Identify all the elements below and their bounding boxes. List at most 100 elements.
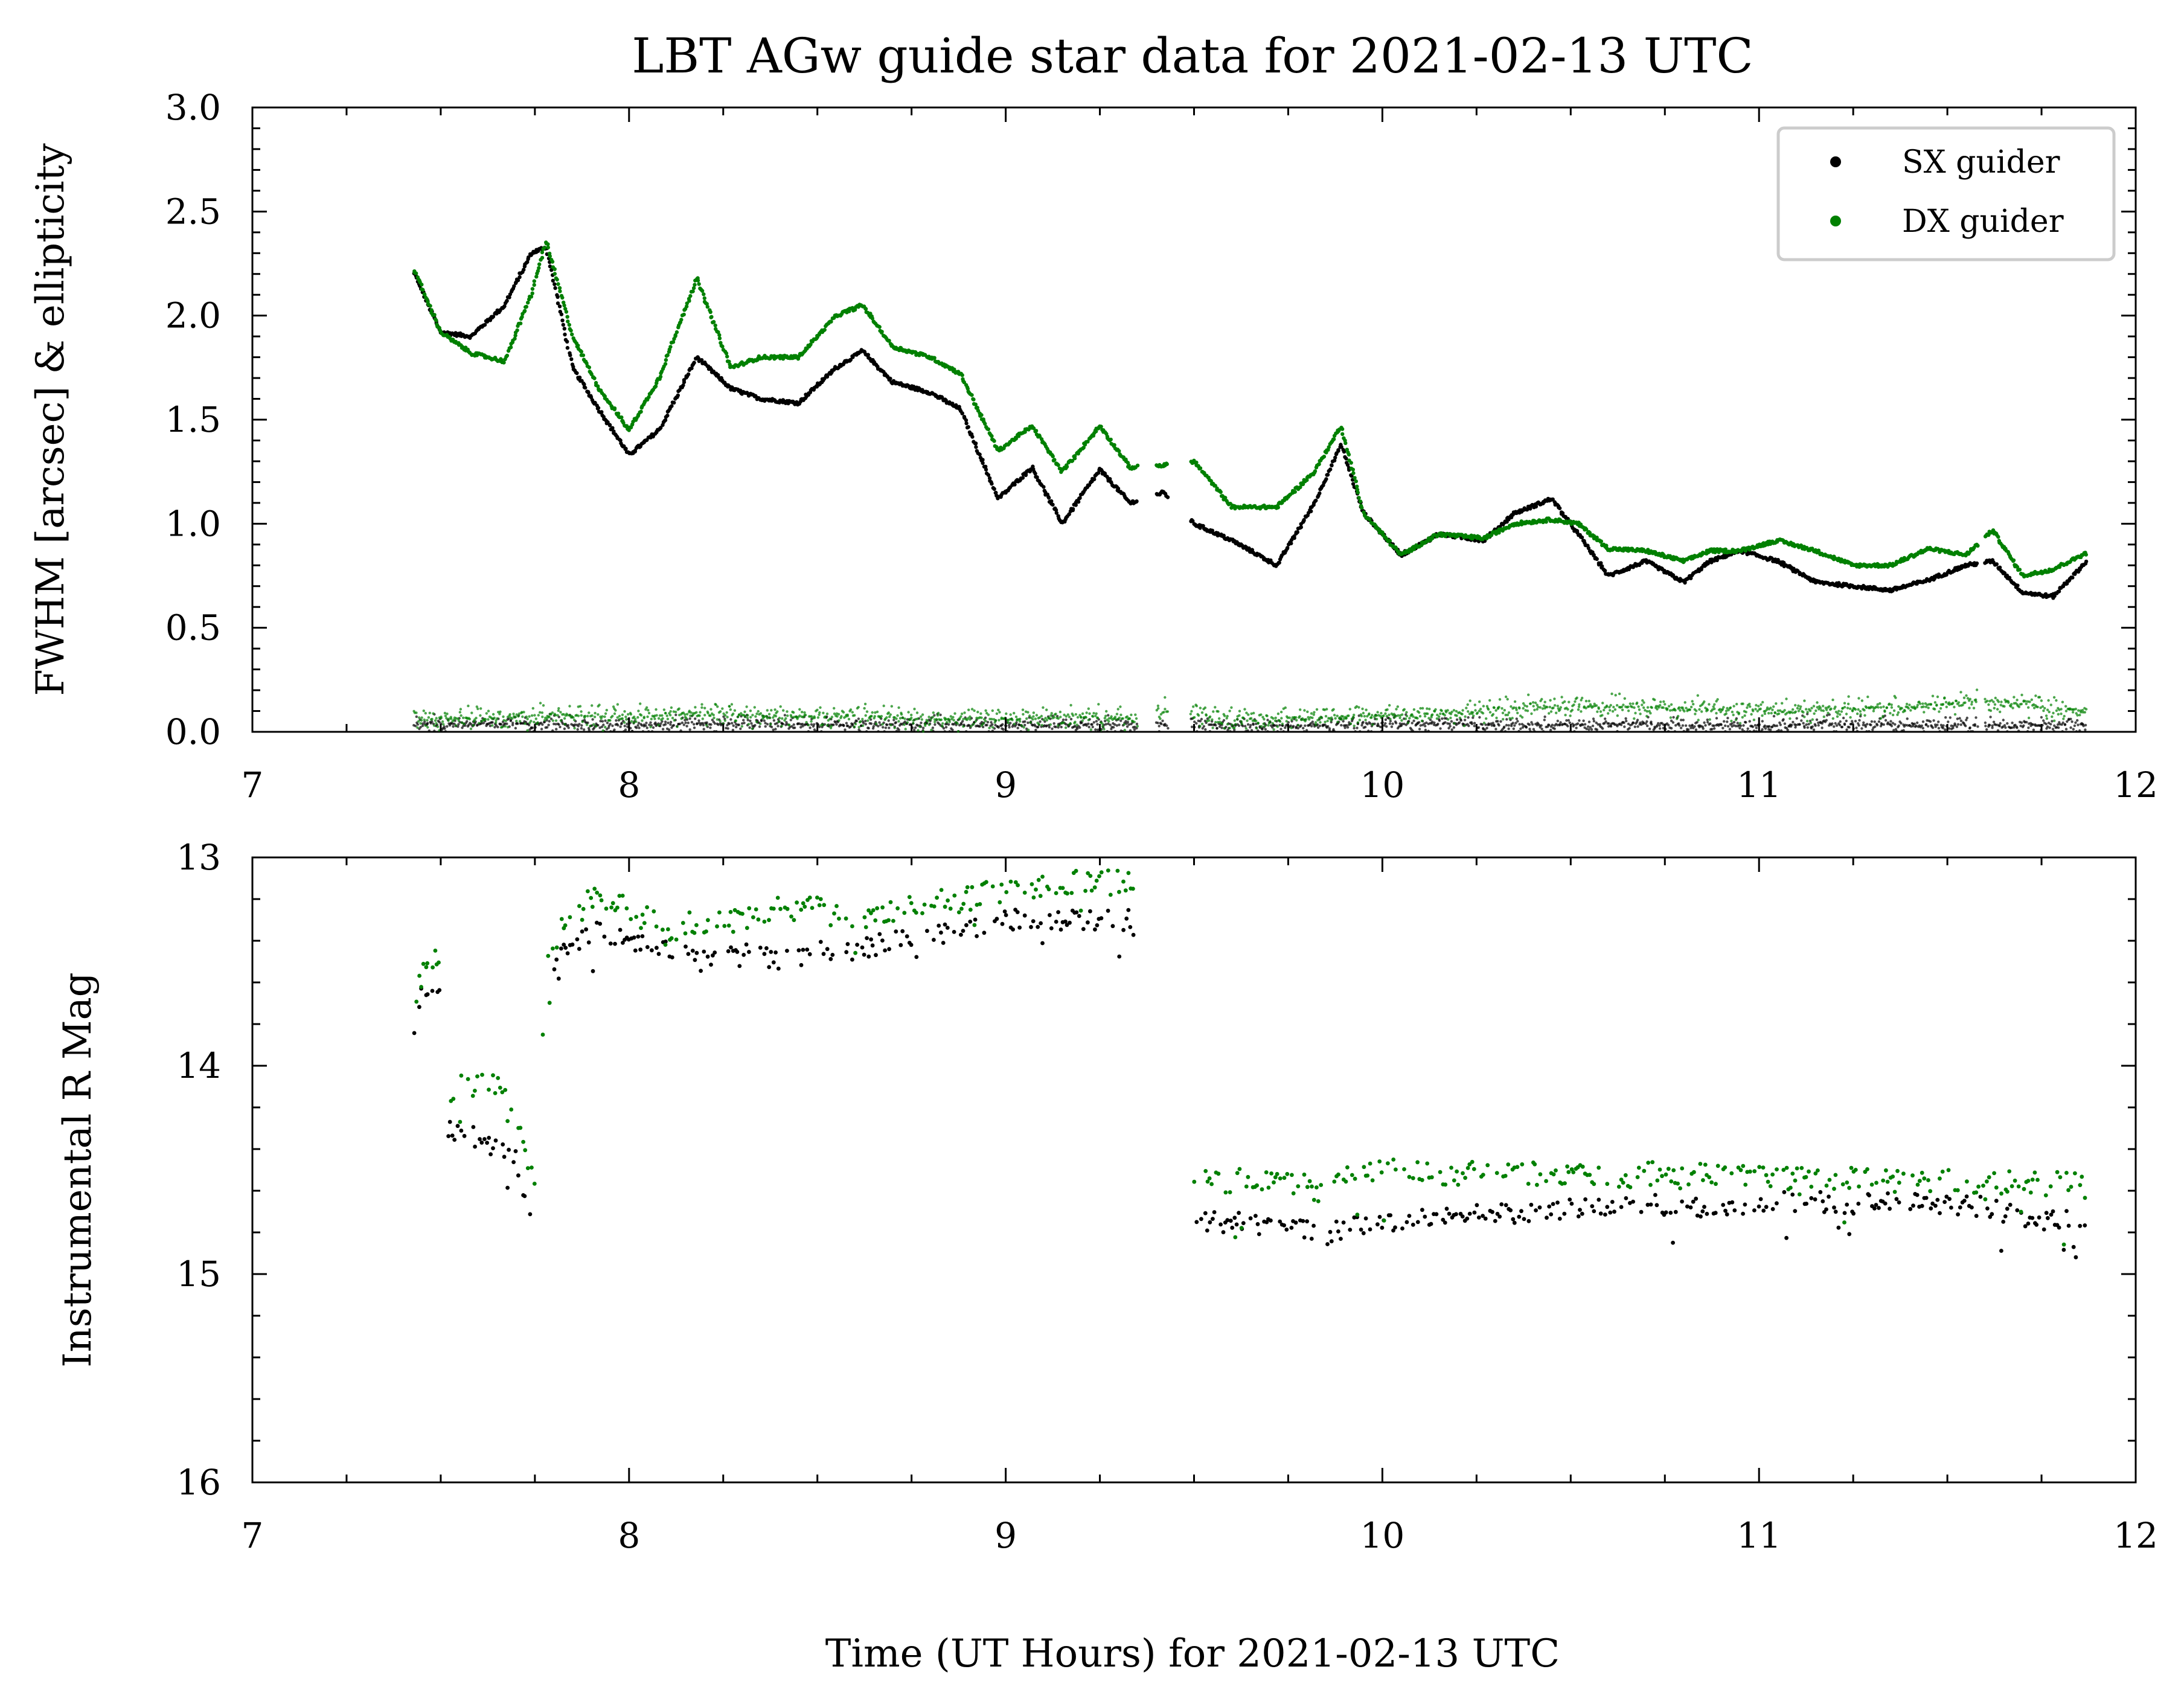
data-point xyxy=(1318,724,1322,728)
data-point xyxy=(1868,730,1871,733)
data-point xyxy=(556,295,560,299)
data-point xyxy=(1477,726,1481,729)
data-point xyxy=(1633,725,1636,728)
data-point xyxy=(580,724,583,727)
data-point xyxy=(545,726,549,729)
data-point xyxy=(1821,726,1824,729)
data-point xyxy=(1220,726,1223,729)
data-point xyxy=(1384,718,1388,722)
data-point xyxy=(1309,509,1313,513)
data-point xyxy=(1099,424,1103,429)
data-point xyxy=(1551,723,1554,726)
data-point xyxy=(1753,724,1757,727)
data-point xyxy=(1926,725,1930,728)
data-point xyxy=(555,277,559,282)
data-point xyxy=(567,726,570,729)
data-point xyxy=(1595,728,1599,731)
data-point xyxy=(537,266,541,271)
data-point xyxy=(1682,729,1685,733)
data-point xyxy=(763,719,766,722)
data-point xyxy=(1165,724,1168,728)
data-point xyxy=(1869,723,1872,726)
data-point xyxy=(1369,730,1373,733)
data-point xyxy=(1496,720,1499,723)
data-point xyxy=(894,721,898,724)
data-point xyxy=(670,404,674,408)
data-point xyxy=(1051,502,1055,507)
data-point xyxy=(1544,520,1548,524)
data-point xyxy=(688,728,691,731)
data-point xyxy=(1023,720,1026,723)
data-point xyxy=(992,487,996,491)
data-point xyxy=(630,729,634,732)
data-point xyxy=(565,345,570,350)
data-point xyxy=(1592,552,1596,557)
data-point xyxy=(1048,726,1051,729)
data-point xyxy=(547,723,550,726)
data-point xyxy=(546,245,550,250)
data-point xyxy=(1924,723,1928,726)
data-point xyxy=(530,287,535,291)
data-point xyxy=(1996,729,2000,732)
data-point xyxy=(1249,723,1252,727)
data-point xyxy=(1076,499,1081,504)
data-point xyxy=(822,328,827,332)
data-point xyxy=(562,327,566,331)
data-point xyxy=(1691,723,1694,727)
data-point xyxy=(942,727,946,730)
data-point xyxy=(990,434,994,438)
data-point xyxy=(1356,726,1359,729)
data-point xyxy=(620,415,624,420)
data-point xyxy=(645,726,648,729)
data-point xyxy=(991,723,994,726)
data-point xyxy=(1575,726,1578,729)
data-point xyxy=(985,723,988,727)
data-point xyxy=(1292,534,1296,539)
data-point xyxy=(531,726,534,729)
data-point xyxy=(1113,730,1117,733)
data-point xyxy=(602,723,605,726)
data-point xyxy=(1802,722,1805,725)
data-point xyxy=(1592,717,1595,720)
data-point xyxy=(1936,723,1939,726)
data-point xyxy=(1800,719,1803,722)
data-point xyxy=(960,411,964,415)
data-point xyxy=(560,318,565,322)
data-point xyxy=(1367,729,1370,732)
data-point xyxy=(1087,722,1090,725)
data-point xyxy=(696,278,700,283)
data-point xyxy=(726,727,729,730)
data-point xyxy=(542,246,546,250)
data-point xyxy=(1333,455,1337,460)
data-point xyxy=(1318,491,1322,496)
data-point xyxy=(1713,727,1716,730)
data-point xyxy=(1895,730,1898,733)
data-point xyxy=(2002,719,2005,722)
data-point xyxy=(731,728,735,732)
data-point xyxy=(1583,723,1587,726)
data-point xyxy=(1424,728,1427,732)
data-point xyxy=(951,728,954,732)
data-point xyxy=(559,312,564,316)
data-point xyxy=(2022,724,2025,728)
data-point xyxy=(1679,726,1683,729)
data-point xyxy=(1913,722,1916,726)
data-point xyxy=(552,267,557,271)
data-point xyxy=(658,374,663,379)
data-point xyxy=(960,373,964,377)
data-point xyxy=(877,325,882,329)
data-point xyxy=(2004,726,2007,729)
data-point xyxy=(986,720,990,724)
data-point xyxy=(1013,482,1017,487)
data-point xyxy=(760,719,763,723)
data-point xyxy=(2076,719,2079,722)
data-point xyxy=(1388,722,1392,725)
data-point xyxy=(1587,720,1591,723)
chart-title: LBT AGw guide star data for 2021-02-13 U… xyxy=(632,28,1753,84)
data-point xyxy=(792,723,795,726)
data-point xyxy=(2016,583,2020,588)
data-point xyxy=(688,717,691,720)
data-point xyxy=(1512,727,1515,731)
data-point xyxy=(709,723,713,726)
